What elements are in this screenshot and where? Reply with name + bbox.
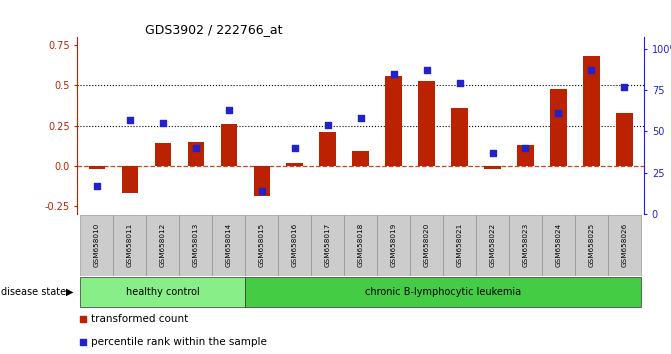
Bar xyxy=(352,152,369,166)
FancyBboxPatch shape xyxy=(146,215,179,275)
FancyBboxPatch shape xyxy=(344,215,377,275)
FancyBboxPatch shape xyxy=(410,215,443,275)
Text: GSM658019: GSM658019 xyxy=(391,223,397,267)
Text: GSM658013: GSM658013 xyxy=(193,223,199,267)
Bar xyxy=(221,124,237,166)
Bar xyxy=(616,113,633,166)
FancyBboxPatch shape xyxy=(476,215,509,275)
FancyBboxPatch shape xyxy=(246,215,278,275)
Point xyxy=(125,117,136,123)
FancyBboxPatch shape xyxy=(278,215,311,275)
FancyBboxPatch shape xyxy=(311,215,344,275)
FancyBboxPatch shape xyxy=(542,215,575,275)
Point xyxy=(191,145,201,151)
Point xyxy=(619,84,630,90)
Bar xyxy=(484,166,501,169)
Point xyxy=(91,183,102,189)
Point xyxy=(389,71,399,76)
Text: GSM658016: GSM658016 xyxy=(292,223,298,267)
FancyBboxPatch shape xyxy=(443,215,476,275)
Text: GSM658021: GSM658021 xyxy=(456,223,462,267)
Text: GSM658026: GSM658026 xyxy=(621,223,627,267)
Point xyxy=(407,15,417,20)
Text: ▶: ▶ xyxy=(66,287,73,297)
FancyBboxPatch shape xyxy=(81,215,113,275)
Text: percentile rank within the sample: percentile rank within the sample xyxy=(91,337,267,348)
FancyBboxPatch shape xyxy=(179,215,212,275)
Bar xyxy=(154,143,171,166)
Point xyxy=(223,107,234,113)
Bar xyxy=(121,166,138,193)
Point xyxy=(421,67,432,73)
Text: GSM658011: GSM658011 xyxy=(127,223,133,267)
Text: GSM658014: GSM658014 xyxy=(226,223,231,267)
FancyBboxPatch shape xyxy=(81,277,246,307)
FancyBboxPatch shape xyxy=(608,215,641,275)
Text: GDS3902 / 222766_at: GDS3902 / 222766_at xyxy=(145,23,282,36)
Text: GSM658018: GSM658018 xyxy=(358,223,364,267)
Bar xyxy=(452,108,468,166)
Bar xyxy=(319,132,336,166)
Text: GSM658010: GSM658010 xyxy=(94,223,100,267)
Point xyxy=(356,115,366,121)
FancyBboxPatch shape xyxy=(575,215,608,275)
Point xyxy=(158,120,168,126)
Point xyxy=(520,145,531,151)
Text: GSM658017: GSM658017 xyxy=(325,223,331,267)
Bar xyxy=(517,145,533,166)
Text: GSM658015: GSM658015 xyxy=(259,223,265,267)
Text: GSM658024: GSM658024 xyxy=(556,223,562,267)
Point xyxy=(289,145,300,151)
Text: GSM658022: GSM658022 xyxy=(490,223,495,267)
Point xyxy=(407,224,417,229)
Point xyxy=(454,81,465,86)
Bar xyxy=(550,88,567,166)
Point xyxy=(322,122,333,128)
Text: GSM658025: GSM658025 xyxy=(588,223,595,267)
Bar xyxy=(418,81,435,166)
FancyBboxPatch shape xyxy=(212,215,246,275)
Text: chronic B-lymphocytic leukemia: chronic B-lymphocytic leukemia xyxy=(365,287,521,297)
Bar xyxy=(188,142,204,166)
FancyBboxPatch shape xyxy=(509,215,542,275)
Text: GSM658020: GSM658020 xyxy=(423,223,429,267)
Text: disease state: disease state xyxy=(1,287,66,297)
Text: healthy control: healthy control xyxy=(126,287,200,297)
Point xyxy=(256,188,267,194)
Point xyxy=(553,110,564,116)
FancyBboxPatch shape xyxy=(246,277,641,307)
Text: GSM658023: GSM658023 xyxy=(523,223,529,267)
Text: transformed count: transformed count xyxy=(91,314,189,325)
Bar xyxy=(89,166,105,169)
Bar xyxy=(385,76,402,166)
Bar xyxy=(583,57,600,166)
Bar xyxy=(254,166,270,196)
Point xyxy=(586,67,597,73)
Text: GSM658012: GSM658012 xyxy=(160,223,166,267)
FancyBboxPatch shape xyxy=(377,215,410,275)
FancyBboxPatch shape xyxy=(113,215,146,275)
Bar xyxy=(287,163,303,166)
Point xyxy=(487,150,498,156)
